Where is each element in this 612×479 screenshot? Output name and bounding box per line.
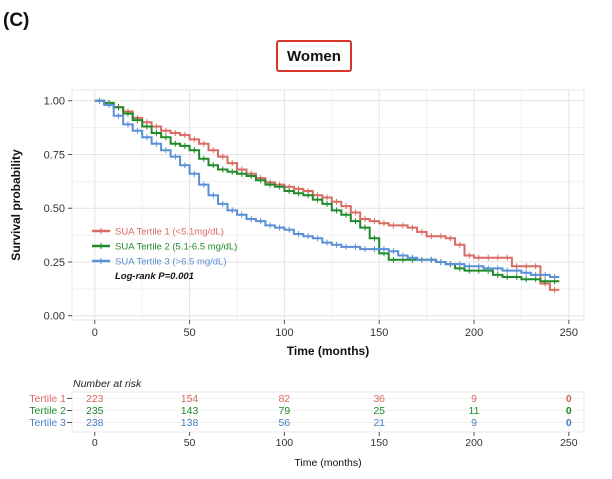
plot-area (71, 89, 585, 321)
survival-curve-tertile-2 (94, 99, 560, 283)
risk-count: 9 (471, 417, 477, 429)
risk-row-label: Tertile 3 (29, 417, 66, 429)
risk-row-label: Tertile 1 (29, 393, 66, 405)
legend-label-tertile-1: SUA Tertile 1 (<5.1mg/dL) (115, 227, 224, 238)
risk-count: 138 (181, 417, 199, 429)
legend-label-tertile-2: SUA Tertile 2 (5.1-6.5 mg/dL) (115, 242, 237, 253)
survival-curve-tertile-3 (94, 99, 560, 278)
x-tick-label: 50 (183, 327, 195, 339)
risk-count: 9 (471, 393, 477, 405)
y-tick-label: 1.00 (44, 96, 65, 108)
y-tick-label: 0.00 (44, 311, 65, 323)
risk-x-tick-label: 250 (560, 437, 578, 449)
risk-count: 154 (181, 393, 199, 405)
risk-table-title: Number at risk (73, 378, 142, 390)
x-tick-label: 200 (465, 327, 483, 339)
risk-count: 143 (181, 405, 199, 417)
risk-x-axis-label: Time (months) (294, 457, 361, 469)
risk-count: 25 (373, 405, 385, 417)
survival-curve-tertile-1 (94, 99, 560, 291)
y-tick-label: 0.75 (44, 149, 65, 161)
risk-count: 238 (86, 417, 104, 429)
risk-count: 21 (373, 417, 385, 429)
legend-label-tertile-3: SUA Tertile 3 (>6.5 mg/dL) (115, 257, 227, 268)
x-axis-label: Time (months) (287, 344, 369, 358)
chart-title-box: Women (276, 40, 352, 72)
risk-count: 235 (86, 405, 104, 417)
risk-count: 0 (566, 405, 572, 417)
panel-label: (C) (3, 10, 30, 31)
x-tick-label: 250 (560, 327, 578, 339)
x-tick-label: 0 (92, 327, 98, 339)
x-tick-label: 100 (275, 327, 293, 339)
risk-count: 11 (469, 405, 480, 417)
log-rank-annotation: Log-rank P=0.001 (115, 271, 194, 282)
y-tick-label: 0.50 (44, 203, 65, 215)
risk-x-tick-label: 50 (184, 437, 196, 449)
risk-count: 0 (566, 393, 572, 405)
risk-row-label: Tertile 2 (29, 405, 66, 417)
risk-count: 82 (279, 393, 291, 405)
y-axis-label: Survival probability (9, 149, 23, 261)
risk-count: 79 (279, 405, 291, 417)
y-tick-label: 0.25 (44, 257, 65, 269)
risk-x-tick-label: 150 (370, 437, 388, 449)
risk-x-tick-label: 0 (92, 437, 98, 449)
x-tick-label: 150 (370, 327, 388, 339)
risk-x-tick-label: 100 (276, 437, 294, 449)
risk-x-tick-label: 200 (465, 437, 483, 449)
risk-count: 223 (86, 393, 104, 405)
chart-title: Women (287, 47, 341, 65)
risk-count: 0 (566, 417, 572, 429)
risk-count: 36 (373, 393, 385, 405)
risk-count: 56 (279, 417, 291, 429)
